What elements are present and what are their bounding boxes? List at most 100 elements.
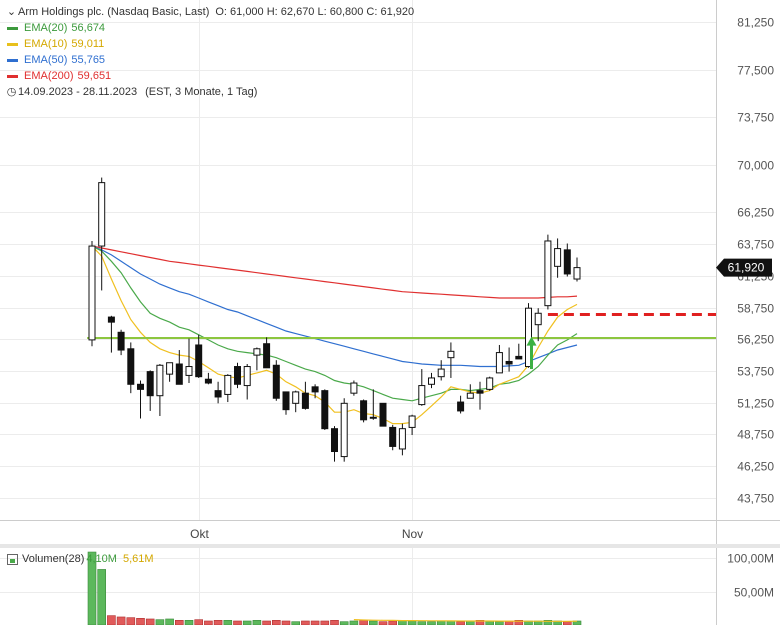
volume-bar xyxy=(233,620,242,625)
candle-up xyxy=(466,392,474,399)
candle-up xyxy=(340,402,348,458)
volume-bar xyxy=(388,620,398,625)
y-tick-label: 58,750 xyxy=(737,302,774,316)
ema200-swatch xyxy=(7,74,18,78)
candle-down xyxy=(272,364,280,399)
volume-bar xyxy=(495,621,504,625)
candle-up xyxy=(398,428,406,450)
ema50-label: EMA(50) xyxy=(24,54,68,66)
volume-bar xyxy=(252,620,262,625)
candle-up xyxy=(156,364,164,397)
candle-down xyxy=(360,400,368,421)
candle-down xyxy=(107,316,115,323)
volume-bar xyxy=(291,621,301,625)
volume-bar xyxy=(456,621,465,625)
last-price-badge xyxy=(716,258,772,277)
volume-bar xyxy=(242,620,252,625)
ohlc-values: O: 61,000 H: 62,670 L: 60,800 C: 61,920 xyxy=(215,6,415,18)
volume-bar xyxy=(407,620,417,625)
volume-bar xyxy=(446,620,456,625)
ema50-swatch xyxy=(7,58,18,62)
ema10-label: EMA(10) xyxy=(24,38,68,50)
volume-bar xyxy=(427,621,436,625)
last-price-label: 61,920 xyxy=(728,261,765,275)
volume-bar xyxy=(155,619,165,625)
candle-down xyxy=(282,391,290,411)
volume-bar xyxy=(97,569,106,625)
volume-bar xyxy=(223,620,233,625)
volume-bar xyxy=(194,619,203,625)
candle-up xyxy=(573,267,581,280)
candle-up xyxy=(428,377,435,385)
volume-bar xyxy=(87,551,97,625)
y-tick-label: 43,750 xyxy=(737,492,774,506)
y-tick-label: 73,750 xyxy=(737,111,774,125)
ema20-value: 56,674 xyxy=(71,22,106,34)
candle-down xyxy=(263,343,271,369)
candle-up xyxy=(437,368,445,378)
candle-up xyxy=(486,377,494,390)
legend-ema10[interactable]: EMA(10) 59,011 xyxy=(5,36,414,52)
legend-header: ⌄ Arm Holdings plc. (Nasdaq Basic, Last)… xyxy=(5,4,414,20)
y-tick-label: 66,250 xyxy=(737,206,774,220)
volume-value-1: 4,10M xyxy=(86,553,117,565)
y-tick-label: 46,250 xyxy=(737,460,774,474)
candle-up xyxy=(185,366,193,376)
ema20-label: EMA(20) xyxy=(24,22,68,34)
y-tick-label: 56,250 xyxy=(737,333,774,347)
volume-bar xyxy=(514,620,524,625)
instrument-title: Arm Holdings plc. (Nasdaq Basic, Last) xyxy=(18,6,210,18)
volume-bar xyxy=(320,620,330,625)
candle-up xyxy=(253,348,261,356)
volume-bar xyxy=(204,620,213,625)
candle-up xyxy=(534,312,542,326)
candle-down xyxy=(234,366,241,385)
y-tick-label: 77,500 xyxy=(737,64,774,78)
candle-down xyxy=(331,428,338,453)
volume-bar xyxy=(330,620,339,625)
volume-bar xyxy=(339,621,349,625)
candle-down xyxy=(195,344,203,378)
candle-up xyxy=(554,248,562,267)
candle-down xyxy=(389,426,397,447)
volume-bar xyxy=(213,620,223,625)
candle-down xyxy=(204,378,212,384)
candle-down xyxy=(379,402,387,427)
volume-icon xyxy=(7,553,18,565)
volume-bar xyxy=(281,620,291,625)
candle-down xyxy=(311,386,319,393)
ema10-line xyxy=(91,245,578,425)
volume-bar xyxy=(543,620,553,625)
ema200-label: EMA(200) xyxy=(24,70,74,82)
volume-ma-line xyxy=(353,619,578,622)
clock-icon: ◷ xyxy=(6,86,17,98)
volume-bar xyxy=(378,621,388,625)
volume-bar xyxy=(262,620,271,625)
volume-bar xyxy=(136,618,145,625)
candle-up xyxy=(495,352,503,374)
candle-up xyxy=(88,245,96,341)
x-tick-label: Okt xyxy=(190,527,209,541)
volume-bar xyxy=(436,620,446,625)
volume-bar xyxy=(475,620,485,625)
volume-bar xyxy=(349,620,359,625)
candle-down xyxy=(214,390,222,398)
y-tick-label: 63,750 xyxy=(737,238,774,252)
legend-ema50[interactable]: EMA(50) 55,765 xyxy=(5,52,414,68)
candle-down xyxy=(505,360,513,365)
candle-up xyxy=(243,366,251,387)
ema50-value: 55,765 xyxy=(71,54,106,66)
volume-bar xyxy=(562,621,572,625)
volume-bar xyxy=(107,615,116,625)
legend-ema200[interactable]: EMA(200) 59,651 xyxy=(5,68,414,84)
volume-value-2: 5,61M xyxy=(122,553,154,565)
volume-bar xyxy=(184,620,194,625)
candle-down xyxy=(515,355,523,360)
legend-ema20[interactable]: EMA(20) 56,674 xyxy=(5,20,414,36)
candle-down xyxy=(301,392,309,409)
chevron-down-icon[interactable]: ⌄ xyxy=(6,6,17,18)
y-tick-label: 81,250 xyxy=(737,16,774,30)
panel-separator xyxy=(0,544,780,548)
x-tick-label: Nov xyxy=(402,527,423,541)
candle-up xyxy=(224,374,232,395)
